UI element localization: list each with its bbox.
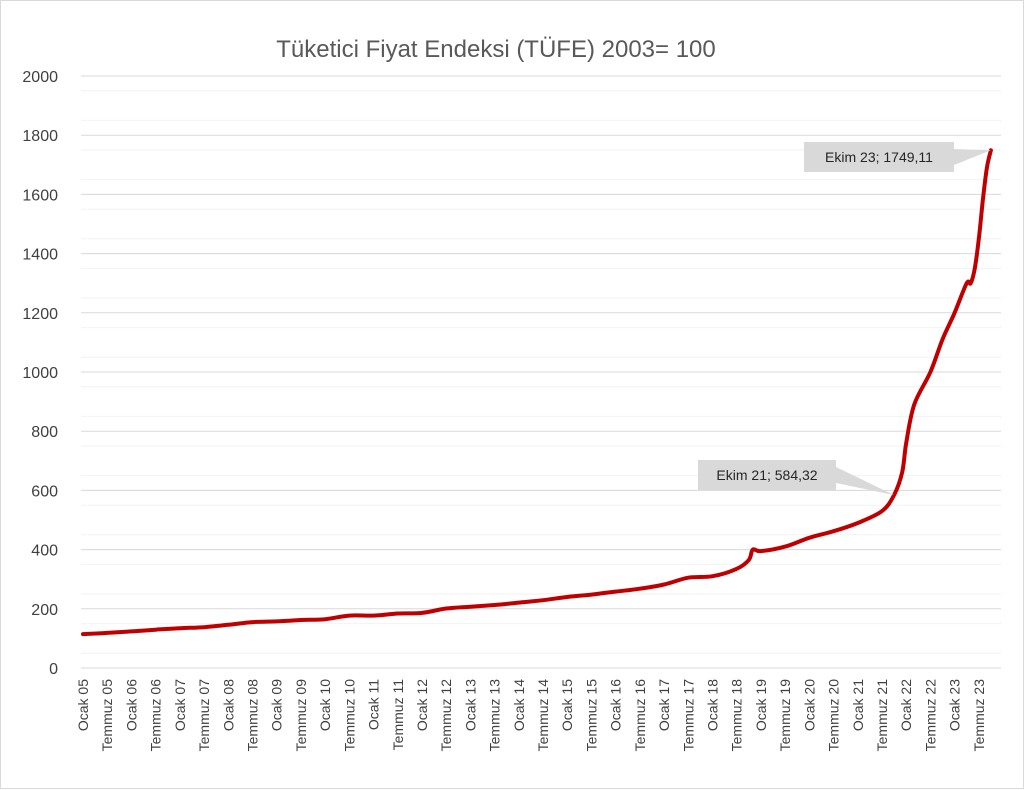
x-tick-label: Ocak 13 (462, 679, 478, 731)
y-tick-label: 800 (31, 424, 58, 441)
x-tick-label: Temmuz 10 (341, 679, 357, 752)
x-tick-label: Ocak 06 (123, 679, 139, 731)
chart-title: Tüketici Fiyat Endeksi (TÜFE) 2003= 100 (276, 36, 716, 63)
callout-pointer (954, 149, 991, 165)
x-tick-label: Ocak 05 (75, 679, 91, 731)
callout-pointer (836, 467, 895, 496)
y-tick-label: 600 (31, 483, 58, 500)
x-tick-label: Ocak 07 (172, 679, 188, 731)
x-tick-label: Ocak 21 (850, 679, 866, 731)
callout-label: Ekim 23; 1749,11 (825, 149, 933, 165)
y-tick-label: 1600 (22, 187, 58, 204)
x-tick-label: Temmuz 14 (535, 679, 551, 752)
x-tick-label: Ocak 15 (559, 679, 575, 731)
x-tick-label: Ocak 18 (704, 679, 720, 731)
y-tick-label: 1800 (22, 128, 58, 145)
x-tick-label: Temmuz 12 (438, 679, 454, 752)
y-tick-label: 0 (49, 661, 58, 678)
callout-label: Ekim 21; 584,32 (716, 467, 817, 483)
x-tick-label: Ocak 14 (511, 679, 527, 731)
x-tick-label: Temmuz 05 (99, 679, 115, 752)
x-tick-label: Temmuz 16 (632, 679, 648, 752)
x-tick-label: Temmuz 20 (826, 679, 842, 752)
x-tick-label: Temmuz 19 (777, 679, 793, 752)
x-tick-label: Ocak 11 (366, 679, 382, 730)
x-tick-label: Temmuz 08 (244, 679, 260, 752)
x-tick-label: Temmuz 15 (583, 679, 599, 752)
x-tick-label: Temmuz 07 (196, 679, 212, 752)
y-tick-label: 1000 (22, 365, 58, 382)
x-tick-label: Ocak 09 (269, 679, 285, 731)
y-tick-label: 1200 (22, 306, 58, 323)
x-tick-label: Temmuz 21 (874, 679, 890, 752)
x-tick-label: Temmuz 18 (729, 679, 745, 752)
x-tick-label: Ocak 10 (317, 679, 333, 731)
x-tick-label: Ocak 20 (801, 679, 817, 731)
x-tick-label: Ocak 17 (656, 679, 672, 731)
y-tick-label: 2000 (22, 69, 58, 86)
y-tick-label: 200 (31, 602, 58, 619)
x-tick-label: Temmuz 11 (390, 679, 406, 751)
x-tick-label: Temmuz 09 (293, 679, 309, 752)
x-tick-label: Ocak 23 (947, 679, 963, 731)
x-tick-label: Temmuz 13 (487, 679, 503, 752)
y-tick-label: 400 (31, 543, 58, 560)
data-callout: Ekim 21; 584,32 (698, 460, 895, 496)
series-line (81, 148, 993, 637)
x-tick-label: Temmuz 06 (148, 679, 164, 752)
y-tick-label: 1400 (22, 247, 58, 264)
x-tick-label: Temmuz 22 (922, 679, 938, 752)
x-tick-label: Temmuz 17 (680, 679, 696, 752)
data-callout: Ekim 23; 1749,11 (804, 142, 991, 172)
x-tick-label: Ocak 16 (608, 679, 624, 731)
callout-box (804, 142, 954, 172)
x-tick-label: Ocak 12 (414, 679, 430, 731)
callout-box (698, 460, 836, 490)
x-tick-label: Ocak 19 (753, 679, 769, 731)
x-tick-label: Ocak 22 (898, 679, 914, 731)
x-tick-label: Temmuz 23 (971, 679, 987, 752)
x-tick-label: Ocak 08 (220, 679, 236, 731)
